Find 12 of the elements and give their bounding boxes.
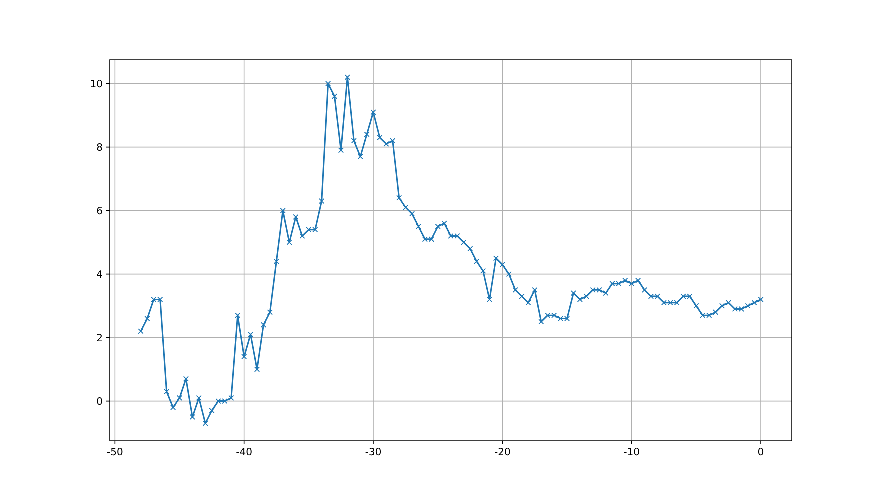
y-tick-label: 10 xyxy=(91,80,102,88)
y-tick-label: 4 xyxy=(97,270,102,278)
x-tick-label: -30 xyxy=(366,448,382,456)
x-tick-label: -20 xyxy=(494,448,510,456)
y-tick-label: 8 xyxy=(97,144,102,152)
y-tick-label: 0 xyxy=(97,398,102,406)
x-tick-label: -10 xyxy=(624,448,640,456)
x-tick-label: -40 xyxy=(236,448,252,456)
x-tick-label: -50 xyxy=(107,448,123,456)
x-tick-label: 0 xyxy=(758,448,764,456)
y-tick-label: 2 xyxy=(97,334,102,342)
y-tick-label: 6 xyxy=(97,207,102,215)
